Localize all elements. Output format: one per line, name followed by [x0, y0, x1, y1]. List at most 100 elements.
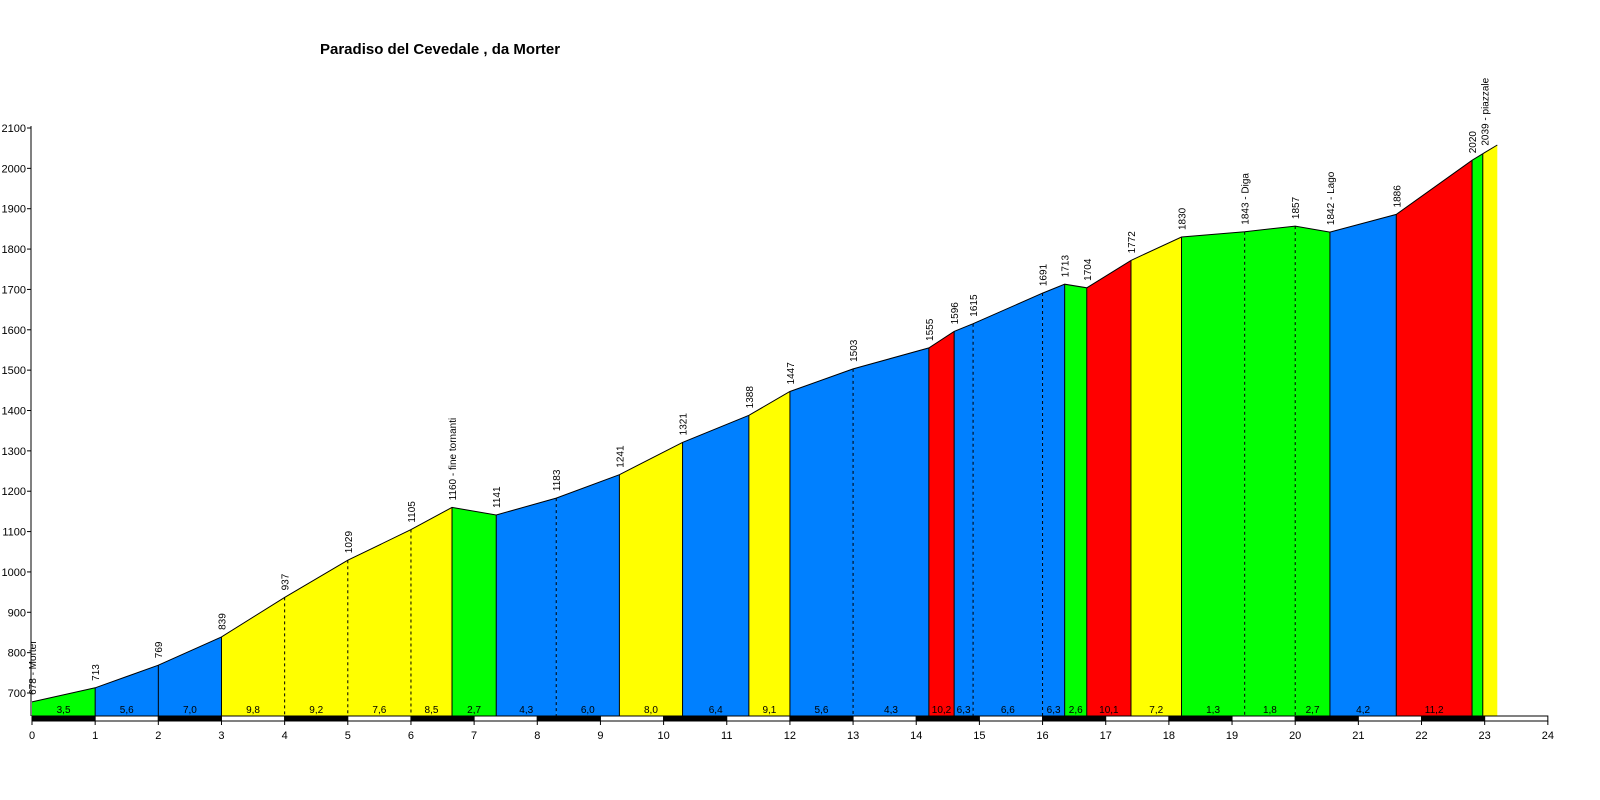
- grade-segment-19: [1064, 284, 1087, 716]
- grade-segment-17: [973, 293, 1043, 716]
- altitude-label: 1183: [552, 469, 563, 491]
- y-tick-label: 1100: [2, 527, 26, 539]
- altitude-label: 2020: [1468, 131, 1479, 154]
- grade-label: 9,8: [246, 705, 260, 716]
- altitude-label: 1029: [344, 531, 355, 554]
- grade-segment-8: [496, 498, 557, 716]
- chart-title: Paradiso del Cevedale , da Morter: [320, 41, 560, 58]
- scale-block-18: [1168, 715, 1233, 722]
- scale-block-21: [1357, 715, 1423, 722]
- x-tick-label: 18: [1163, 730, 1175, 742]
- y-tick-label: 1700: [2, 284, 26, 296]
- grade-segment-2: [158, 636, 222, 716]
- scale-block-0: [31, 715, 96, 722]
- scale-block-6: [410, 715, 475, 722]
- grade-label: 9,1: [762, 705, 776, 716]
- grade-segment-27: [1472, 153, 1483, 717]
- x-tick-label: 10: [657, 730, 669, 742]
- grade-segment-7: [452, 507, 497, 716]
- grade-label: 10,1: [1099, 705, 1119, 716]
- grade-segment-25: [1329, 214, 1397, 716]
- scale-block-4: [284, 715, 349, 722]
- altitude-label: 1105: [407, 501, 418, 523]
- x-tick-label: 5: [345, 730, 351, 742]
- grade-segment-6: [411, 507, 452, 716]
- altitude-label: 839: [218, 613, 229, 630]
- altitude-label: 1321: [678, 413, 689, 436]
- grade-label: 7,2: [1149, 705, 1163, 716]
- scale-block-5: [347, 715, 412, 722]
- x-tick-label: 24: [1542, 730, 1554, 742]
- scale-block-11: [726, 715, 791, 722]
- grade-label: 2,6: [1069, 705, 1083, 716]
- grade-label: 8,0: [644, 705, 658, 716]
- grade-label: 8,5: [425, 705, 439, 716]
- altitude-label: 1857: [1291, 196, 1302, 219]
- scale-block-23: [1484, 715, 1549, 722]
- x-tick-label: 13: [847, 730, 859, 742]
- scale-block-1: [94, 715, 159, 722]
- grade-label: 4,3: [884, 705, 898, 716]
- altitude-label: 1830: [1177, 207, 1188, 230]
- grade-label: 10,2: [932, 705, 952, 716]
- grade-segment-18: [1042, 284, 1065, 716]
- altitude-label: 2039 - piazzale: [1481, 77, 1492, 145]
- altitude-label: 1615: [969, 294, 980, 317]
- x-tick-label: 15: [973, 730, 985, 742]
- y-tick-label: 800: [8, 648, 26, 660]
- x-tick-label: 7: [471, 730, 477, 742]
- scale-block-15: [978, 715, 1044, 722]
- scale-block-7: [473, 715, 538, 722]
- grade-label: 2,7: [1306, 705, 1320, 716]
- y-tick-label: 1500: [2, 365, 26, 377]
- altitude-label: 1241: [615, 445, 626, 468]
- x-tick-label: 22: [1415, 730, 1427, 742]
- scale-block-9: [599, 715, 665, 722]
- grade-segment-28: [1482, 145, 1498, 716]
- grade-segment-20: [1086, 260, 1131, 716]
- grade-label: 4,2: [1356, 705, 1370, 716]
- altitude-label: 1704: [1083, 258, 1094, 281]
- y-tick-label: 1300: [2, 446, 26, 458]
- altitude-label: 1596: [950, 302, 961, 325]
- y-tick-label: 1200: [2, 486, 26, 498]
- grade-label: 6,3: [957, 705, 971, 716]
- scale-block-16: [1042, 715, 1107, 722]
- grade-segment-13: [789, 368, 854, 716]
- altitude-label: 1772: [1127, 231, 1138, 254]
- x-tick-label: 12: [784, 730, 796, 742]
- grade-label: 11,2: [1425, 705, 1444, 716]
- grade-labels: 3,5 5,6 7,0 9,8 9,2 7,6 8,5 2,7 4,3 6,0 8,0 6,4 9,1 5…: [57, 705, 1444, 716]
- altitude-label: 1842 - Lago: [1326, 171, 1337, 225]
- x-tick-label: 2: [155, 730, 161, 742]
- grade-segment-10: [619, 442, 683, 716]
- scale-block-22: [1421, 715, 1486, 722]
- x-tick-label: 21: [1352, 730, 1364, 742]
- altitude-label: 769: [154, 641, 165, 658]
- x-tick-label: 19: [1226, 730, 1238, 742]
- scale-block-10: [663, 715, 728, 722]
- x-axis: 0 1 2 3 4 5 6 7 8 9 10 11 12 13 14 15 16 17 18 19 20 21 22 23 24: [29, 721, 1554, 742]
- grade-label: 6,3: [1047, 705, 1061, 716]
- altitude-label: 1141: [492, 486, 503, 508]
- grade-segment-22: [1181, 231, 1245, 716]
- grade-segments: [32, 145, 1498, 717]
- grade-label: 5,6: [120, 705, 134, 716]
- grade-segment-16: [954, 323, 974, 716]
- y-tick-label: 900: [8, 607, 26, 619]
- grade-label: 6,6: [1001, 705, 1015, 716]
- y-tick-label: 1000: [2, 567, 26, 579]
- scale-block-13: [852, 715, 917, 722]
- scale-block-19: [1231, 715, 1296, 722]
- y-tick-label: 1400: [2, 406, 26, 418]
- grade-label: 1,3: [1206, 705, 1220, 716]
- profile-outline: [31, 144, 1498, 703]
- grade-label: 7,0: [183, 705, 197, 716]
- x-tick-label: 23: [1479, 730, 1491, 742]
- x-tick-label: 9: [597, 730, 603, 742]
- grade-segment-5: [347, 529, 411, 716]
- y-tick-label: 1800: [2, 244, 26, 256]
- scale-block-12: [789, 715, 854, 722]
- altitude-label: 1388: [745, 386, 756, 409]
